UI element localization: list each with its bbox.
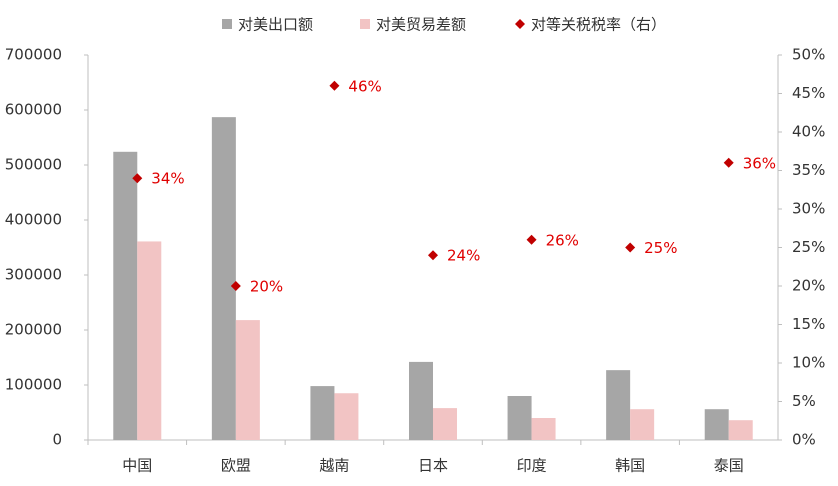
bar: [137, 241, 162, 440]
tariff-marker: [625, 242, 636, 253]
y-tick-label: 700000: [5, 46, 62, 64]
legend-marker: [515, 19, 525, 29]
y-tick-label: 200000: [5, 321, 62, 339]
bar: [507, 396, 532, 440]
x-tick-label: 欧盟: [221, 457, 251, 475]
legend-label: 对美出口额: [238, 16, 313, 34]
y2-tick-label: 0%: [792, 431, 816, 449]
y2-tick-label: 30%: [792, 200, 825, 218]
y-tick-label: 500000: [5, 156, 62, 174]
data-label: 26%: [546, 231, 579, 249]
legend-label: 对美贸易差额: [376, 16, 466, 34]
x-tick-label: 中国: [122, 457, 152, 475]
y-tick-label: 0: [52, 431, 62, 449]
bar: [433, 408, 457, 440]
bar: [310, 386, 335, 440]
y2-tick-label: 35%: [792, 161, 825, 179]
y2-tick-label: 10%: [792, 354, 825, 372]
y-tick-label: 100000: [5, 376, 62, 394]
tariff-marker: [428, 250, 438, 261]
x-tick-label: 日本: [418, 457, 448, 475]
y2-tick-label: 40%: [792, 123, 825, 141]
y2-tick-label: 15%: [792, 315, 825, 333]
legend-swatch: [360, 19, 370, 29]
legend-label: 对等关税税率（右）: [531, 16, 666, 34]
tariff-marker: [723, 157, 734, 168]
data-label: 25%: [644, 239, 677, 257]
bar: [704, 409, 729, 440]
y-tick-label: 300000: [5, 266, 62, 284]
y2-tick-label: 45%: [792, 84, 825, 102]
x-tick-label: 越南: [319, 457, 349, 475]
x-tick-label: 泰国: [714, 457, 744, 475]
x-tick-label: 印度: [517, 457, 547, 475]
bar: [728, 420, 753, 440]
tariff-marker: [526, 234, 537, 245]
bar: [630, 409, 655, 440]
data-label: 46%: [348, 77, 381, 95]
tariff-marker: [230, 281, 241, 291]
x-tick-label: 韩国: [615, 457, 645, 475]
y2-tick-label: 50%: [792, 46, 825, 64]
y2-tick-label: 5%: [792, 392, 816, 410]
data-label: 36%: [743, 154, 776, 172]
y-tick-label: 600000: [5, 101, 62, 119]
data-label: 20%: [250, 278, 283, 296]
legend-swatch: [222, 19, 232, 29]
y2-tick-label: 20%: [792, 277, 825, 295]
y-tick-label: 400000: [5, 211, 62, 229]
bar: [211, 117, 236, 441]
bar: [606, 370, 631, 440]
bar: [531, 418, 556, 440]
bar: [334, 393, 359, 440]
y2-tick-label: 25%: [792, 238, 825, 256]
bar: [113, 151, 138, 441]
bar: [409, 361, 433, 440]
data-label: 34%: [151, 170, 184, 188]
tariff-marker: [132, 173, 143, 184]
tariff-marker: [329, 80, 340, 91]
bar: [235, 320, 260, 440]
data-label: 24%: [447, 247, 480, 265]
